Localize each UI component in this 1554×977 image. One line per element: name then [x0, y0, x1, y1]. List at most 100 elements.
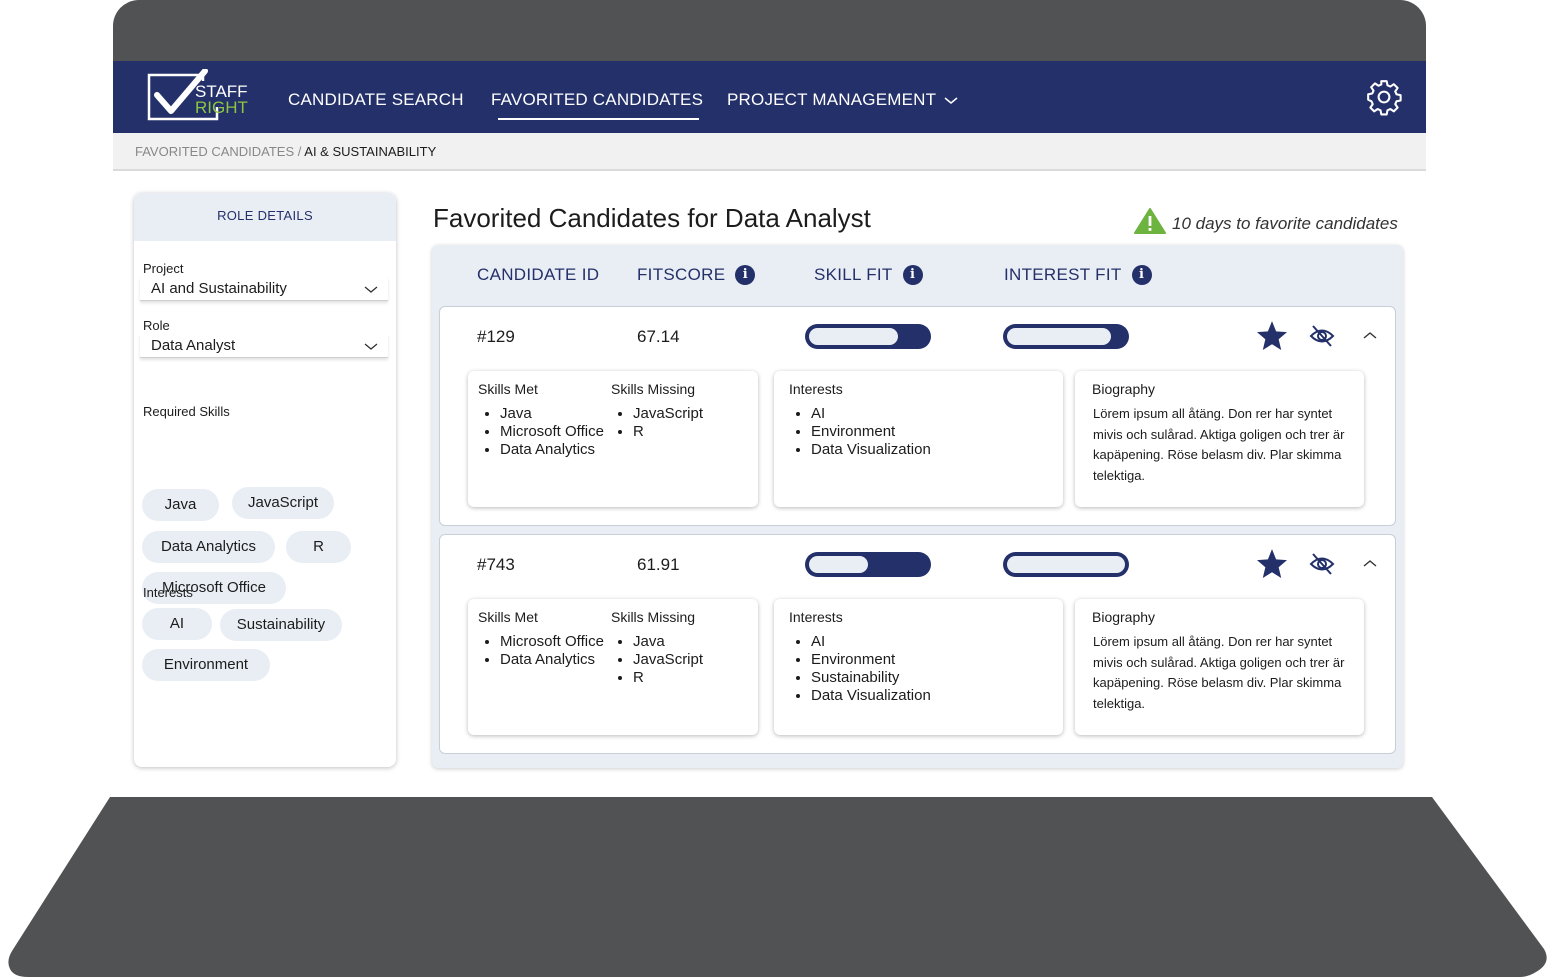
skill-chip[interactable]: R: [286, 531, 351, 563]
column-skill-fit[interactable]: SKILL FIT i: [814, 265, 923, 285]
list-item: R: [633, 423, 773, 441]
biography-label: Biography: [1092, 381, 1156, 397]
interests-card-label: Interests: [789, 609, 843, 625]
skills-missing-label: Skills Missing: [611, 609, 696, 625]
list-item: Microsoft Office: [500, 423, 618, 441]
list-item: AI: [811, 405, 1071, 423]
skills-met-label: Skills Met: [478, 609, 538, 625]
list-item: Environment: [811, 651, 1071, 669]
breadcrumb-bar: FAVORITED CANDIDATES / AI & SUSTAINABILI…: [113, 133, 1426, 171]
role-details-panel: ROLE DETAILS Project AI and Sustainabili…: [134, 193, 396, 767]
favorited-candidates-table: CANDIDATE ID FITSCORE i SKILL FIT i INTERE…: [432, 245, 1403, 768]
logo-line-1: STAFF: [195, 82, 248, 101]
column-skill-fit-label: SKILL FIT: [814, 265, 893, 284]
info-icon[interactable]: i: [735, 265, 756, 285]
skills-missing-list: JavaScript R: [611, 405, 773, 441]
breadcrumb: FAVORITED CANDIDATES / AI & SUSTAINABILI…: [135, 144, 436, 159]
nav-candidate-search[interactable]: CANDIDATE SEARCH: [288, 90, 464, 109]
role-select[interactable]: Data Analyst: [140, 334, 388, 358]
interest-chip[interactable]: Environment: [142, 649, 270, 681]
list-item: Data Analytics: [500, 651, 618, 669]
breadcrumb-parent[interactable]: FAVORITED CANDIDATES: [135, 144, 295, 159]
list-item: Java: [500, 405, 618, 423]
info-icon[interactable]: i: [902, 265, 923, 285]
interest-fit-bar: [1003, 552, 1129, 577]
skill-chip[interactable]: Microsoft Office: [142, 572, 286, 604]
list-item: AI: [811, 633, 1071, 651]
hide-eye-icon[interactable]: [1309, 324, 1335, 348]
info-icon[interactable]: i: [1131, 265, 1152, 285]
role-label: Role: [143, 318, 170, 333]
collapse-chevron-icon[interactable]: [1362, 330, 1378, 340]
biography-text: Lörem ipsum all åtäng. Don rer har synte…: [1093, 634, 1345, 711]
nav-project-management-label: PROJECT MANAGEMENT: [727, 90, 937, 109]
required-skills-label: Required Skills: [143, 404, 230, 419]
biography-card: Biography Lörem ipsum all åtäng. Don rer…: [1075, 371, 1364, 507]
star-icon[interactable]: [1255, 547, 1289, 581]
interest-fit-bar: [1003, 324, 1129, 349]
breadcrumb-separator: /: [294, 144, 305, 159]
breadcrumb-current: AI & SUSTAINABILITY: [304, 144, 437, 159]
column-candidate-id-label: CANDIDATE ID: [477, 265, 600, 284]
chevron-down-icon: [364, 343, 378, 350]
candidate-row[interactable]: #743 61.91 Skills Met Skills Missing Mic…: [439, 534, 1396, 754]
project-label: Project: [143, 261, 184, 276]
skills-missing-list: Java JavaScript R: [611, 633, 773, 687]
deadline-warning: 10 days to favorite candidates: [1172, 214, 1398, 233]
skill-fit-bar: [805, 324, 931, 349]
gear-icon[interactable]: [1365, 78, 1403, 116]
top-nav: STAFF RIGHT CANDIDATE SEARCH FAVORITED C…: [113, 61, 1426, 133]
skill-chip[interactable]: Data Analytics: [142, 531, 275, 563]
list-item: Microsoft Office: [500, 633, 618, 651]
list-item: JavaScript: [633, 405, 773, 423]
logo-line-2: RIGHT: [195, 98, 248, 117]
list-item: Environment: [811, 423, 1071, 441]
interests-list: AI Environment Data Visualization: [789, 405, 1071, 459]
candidate-id: #129: [477, 327, 515, 346]
interest-chip[interactable]: AI: [142, 608, 212, 640]
skill-chip[interactable]: Java: [142, 489, 219, 521]
column-interest-fit[interactable]: INTEREST FIT i: [1004, 265, 1152, 285]
column-fitscore[interactable]: FITSCORE i: [637, 265, 756, 285]
logo-text: STAFF RIGHT: [195, 82, 248, 117]
biography-label: Biography: [1092, 609, 1156, 625]
column-candidate-id[interactable]: CANDIDATE ID: [477, 265, 599, 285]
list-item: Data Analytics: [500, 441, 618, 459]
interest-chip[interactable]: Sustainability: [220, 609, 342, 641]
skill-fit-fill: [809, 556, 868, 573]
hide-eye-icon[interactable]: [1309, 552, 1335, 576]
skills-card: Skills Met Skills Missing Java Microsoft…: [468, 371, 758, 507]
interests-list: AI Environment Sustainability Data Visua…: [789, 633, 1071, 705]
collapse-chevron-icon[interactable]: [1362, 558, 1378, 568]
list-item: Sustainability: [811, 669, 1071, 687]
column-interest-fit-label: INTEREST FIT: [1004, 265, 1122, 284]
star-icon[interactable]: [1255, 319, 1289, 353]
column-fitscore-label: FITSCORE: [637, 265, 726, 284]
interests-label: Interests: [143, 585, 193, 600]
list-item: Data Visualization: [811, 687, 1071, 705]
skills-met-list: Microsoft Office Data Analytics: [478, 633, 618, 669]
skills-met-list: Java Microsoft Office Data Analytics: [478, 405, 618, 459]
chevron-down-icon: [364, 286, 378, 293]
interests-card-label: Interests: [789, 381, 843, 397]
skills-missing-label: Skills Missing: [611, 381, 696, 397]
skill-fit-bar: [805, 552, 931, 577]
page-title: Favorited Candidates for Data Analyst: [433, 203, 871, 233]
list-item: JavaScript: [633, 651, 773, 669]
candidate-row[interactable]: #129 67.14 Skills Met Skills Missing Jav…: [439, 306, 1396, 526]
interests-card: Interests AI Environment Data Visualizat…: [774, 371, 1063, 507]
list-item: R: [633, 669, 773, 687]
skills-card: Skills Met Skills Missing Microsoft Offi…: [468, 599, 758, 735]
project-select[interactable]: AI and Sustainability: [140, 277, 388, 301]
nav-project-management[interactable]: PROJECT MANAGEMENT: [727, 90, 958, 110]
app-screen: STAFF RIGHT CANDIDATE SEARCH FAVORITED C…: [113, 61, 1426, 797]
laptop-base: [8, 797, 1547, 977]
fitscore-value: 67.14: [637, 327, 680, 346]
interest-fit-fill: [1007, 328, 1111, 345]
staffright-logo: [147, 69, 219, 121]
biography-text: Lörem ipsum all åtäng. Don rer har synte…: [1093, 406, 1345, 483]
nav-favorited-candidates[interactable]: FAVORITED CANDIDATES: [491, 90, 704, 120]
skill-chip[interactable]: JavaScript: [232, 487, 334, 519]
role-select-value: Data Analyst: [151, 337, 236, 354]
project-select-value: AI and Sustainability: [151, 280, 287, 297]
